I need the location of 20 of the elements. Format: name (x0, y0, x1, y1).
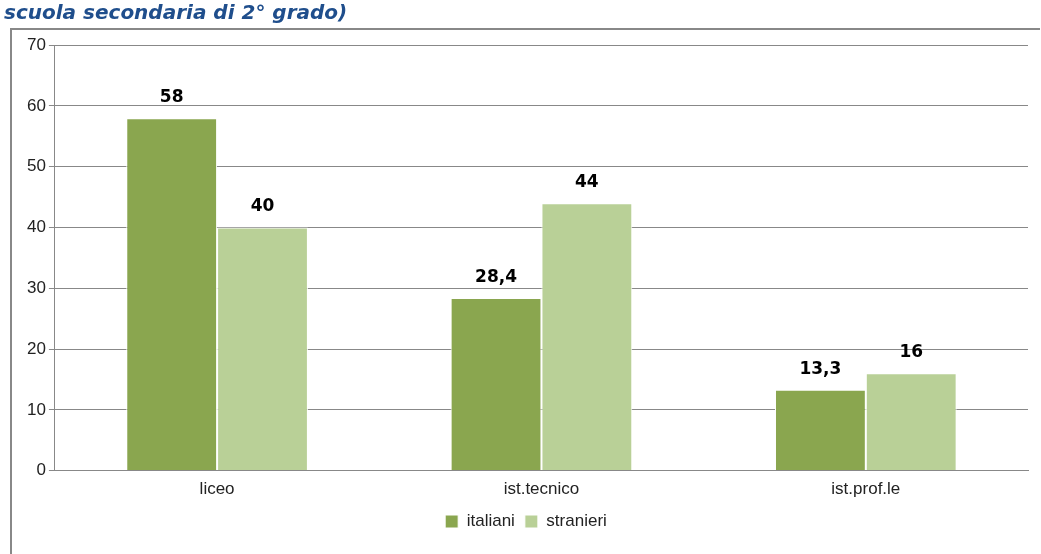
y-tick-label: 50 (26, 156, 46, 176)
y-tick-label: 60 (26, 95, 46, 115)
y-tick-label: 20 (26, 338, 46, 358)
x-tick-label: liceo (199, 479, 235, 499)
x-tick-label: ist.prof.le (831, 479, 901, 499)
data-label: 28,4 (475, 265, 518, 286)
y-tick-label: 10 (26, 399, 46, 419)
data-label: 16 (899, 341, 924, 362)
data-label: 58 (159, 86, 184, 107)
legend-label: italiani (466, 511, 515, 531)
y-tick-label: 30 (26, 277, 46, 297)
data-label: 44 (575, 171, 599, 192)
data-label: 13,3 (799, 357, 842, 378)
y-tick-label: 70 (26, 34, 46, 54)
data-label: 40 (250, 195, 275, 216)
legend-label: stranieri (546, 511, 607, 531)
x-tick-label: ist.tecnico (503, 479, 580, 499)
chart-title: scuola secondaria di 2° grado) (4, 0, 348, 24)
y-tick-label: 40 (26, 217, 46, 237)
y-tick-label: 0 (36, 460, 46, 480)
